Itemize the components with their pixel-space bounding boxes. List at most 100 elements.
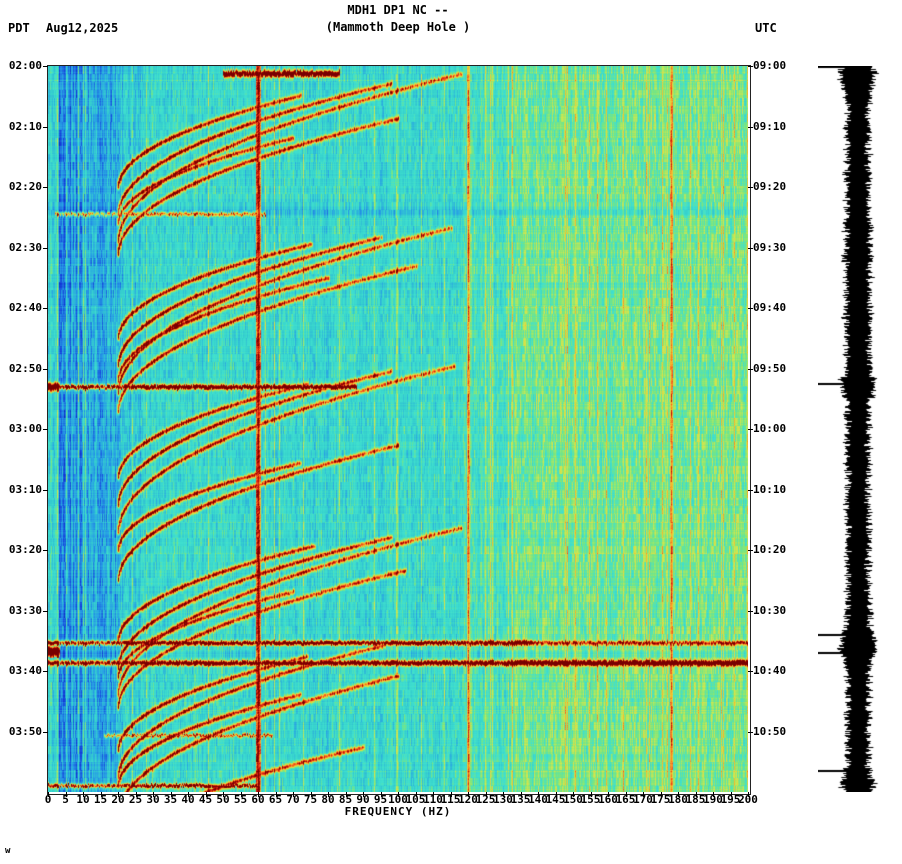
- frequency-tick-label: 155: [580, 793, 601, 806]
- right-axis-tick: [748, 66, 753, 67]
- right-axis-tick: [748, 731, 753, 733]
- frequency-axis-tick: [205, 792, 207, 797]
- frequency-axis-tick: [538, 792, 539, 797]
- left-time-label: 02:30: [8, 240, 42, 254]
- corner-mark: w: [5, 846, 11, 856]
- frequency-tick-label: 180: [668, 793, 688, 806]
- frequency-tick-label: 95: [373, 793, 388, 806]
- frequency-tick-label: 80: [321, 793, 335, 806]
- right-axis-tick: [748, 429, 753, 430]
- right-axis-tick: [748, 610, 753, 612]
- frequency-axis-tick: [695, 792, 697, 797]
- frequency-axis-tick: [713, 792, 714, 797]
- seismogram-trace-canvas: [818, 66, 902, 792]
- right-axis-tick: [748, 489, 753, 491]
- left-time-label: 02:40: [8, 301, 42, 314]
- left-time-label: 03:40: [8, 664, 42, 677]
- frequency-tick-label: 30: [146, 793, 160, 806]
- left-axis-tick: [43, 429, 48, 430]
- frequency-axis-tick: [65, 792, 67, 797]
- frequency-axis-tick: [608, 792, 609, 797]
- frequency-tick-label: 100: [388, 793, 408, 806]
- frequency-tick-label: 20: [111, 793, 125, 806]
- frequency-tick-label: 135: [510, 793, 531, 806]
- right-time-label: 09:00: [753, 59, 787, 72]
- frequency-tick-label: 130: [493, 793, 513, 806]
- left-time-label: 02:00: [8, 59, 42, 72]
- right-time-label: 09:20: [753, 180, 787, 193]
- frequency-axis-tick: [573, 792, 574, 797]
- frequency-axis-tick: [293, 792, 294, 797]
- frequency-axis-tick: [503, 792, 504, 797]
- frequency-axis-tick: [223, 792, 224, 797]
- frequency-axis-tick: [748, 792, 749, 797]
- left-axis-tick: [43, 126, 48, 128]
- frequency-axis-tick: [83, 792, 84, 797]
- frequency-axis-tick: [398, 792, 399, 797]
- frequency-axis-title: FREQUENCY (HZ): [344, 805, 452, 818]
- left-axis-tick: [43, 368, 48, 370]
- right-time-label: 10:40: [753, 664, 787, 677]
- frequency-tick-label: 175: [650, 793, 671, 806]
- frequency-axis-tick: [170, 792, 172, 797]
- frequency-axis-tick: [258, 792, 259, 797]
- frequency-tick-label: 185: [685, 793, 706, 806]
- frequency-axis-tick: [328, 792, 329, 797]
- right-axis-tick: [748, 126, 753, 128]
- spectrogram-heatmap-canvas: [48, 66, 748, 792]
- timezone-right-label: UTC: [755, 21, 777, 35]
- date-label: Aug12,2025: [46, 21, 119, 35]
- station-subtitle: (Mammoth Deep Hole ): [325, 20, 471, 34]
- frequency-axis-tick: [240, 792, 242, 797]
- frequency-axis-tick: [450, 792, 452, 797]
- frequency-tick-label: 125: [475, 793, 496, 806]
- right-time-label: 10:50: [753, 724, 787, 738]
- frequency-axis-tick: [433, 792, 434, 797]
- frequency-tick-label: 90: [356, 793, 370, 806]
- frequency-axis-tick: [135, 792, 137, 797]
- left-axis-tick: [43, 610, 48, 612]
- frequency-tick-label: 50: [216, 793, 230, 806]
- frequency-tick-label: 200: [738, 793, 758, 806]
- right-time-label: 10:30: [753, 603, 787, 617]
- frequency-tick-label: 40: [181, 793, 195, 806]
- timezone-left-label: PDT: [8, 21, 30, 35]
- left-time-label: 03:10: [8, 482, 42, 496]
- frequency-tick-label: 85: [338, 793, 353, 806]
- right-time-label: 09:30: [753, 240, 787, 254]
- frequency-axis-tick: [520, 792, 522, 797]
- frequency-axis-tick: [380, 792, 382, 797]
- right-axis-tick: [748, 671, 753, 672]
- frequency-axis-tick: [275, 792, 277, 797]
- station-title: MDH1 DP1 NC --: [347, 3, 449, 17]
- frequency-tick-label: 5: [62, 793, 69, 806]
- left-axis-tick: [43, 731, 48, 733]
- frequency-tick-label: 10: [76, 793, 90, 806]
- frequency-tick-label: 55: [233, 793, 248, 806]
- left-time-label: 03:30: [8, 603, 42, 617]
- left-time-label: 03:00: [8, 422, 42, 435]
- frequency-axis-tick: [555, 792, 557, 797]
- frequency-axis-tick: [100, 792, 102, 797]
- left-time-label: 03:20: [8, 543, 42, 556]
- right-time-label: 10:10: [753, 482, 787, 496]
- left-time-label: 02:50: [8, 361, 42, 375]
- frequency-tick-label: 115: [440, 793, 461, 806]
- left-axis-tick: [43, 489, 48, 491]
- right-time-label: 10:00: [753, 422, 787, 435]
- left-time-label: 02:20: [8, 180, 42, 193]
- right-axis-tick: [748, 247, 753, 249]
- frequency-tick-label: 120: [458, 793, 478, 806]
- frequency-tick-label: 70: [286, 793, 300, 806]
- frequency-axis-tick: [363, 792, 364, 797]
- frequency-tick-label: 195: [720, 793, 741, 806]
- right-time-label: 09:10: [753, 119, 787, 133]
- frequency-tick-label: 45: [198, 793, 213, 806]
- frequency-axis-tick: [188, 792, 189, 797]
- frequency-tick-label: 105: [405, 793, 426, 806]
- frequency-axis-tick: [660, 792, 662, 797]
- frequency-axis-tick: [310, 792, 312, 797]
- frequency-axis-tick: [118, 792, 119, 797]
- right-axis-tick: [748, 550, 753, 551]
